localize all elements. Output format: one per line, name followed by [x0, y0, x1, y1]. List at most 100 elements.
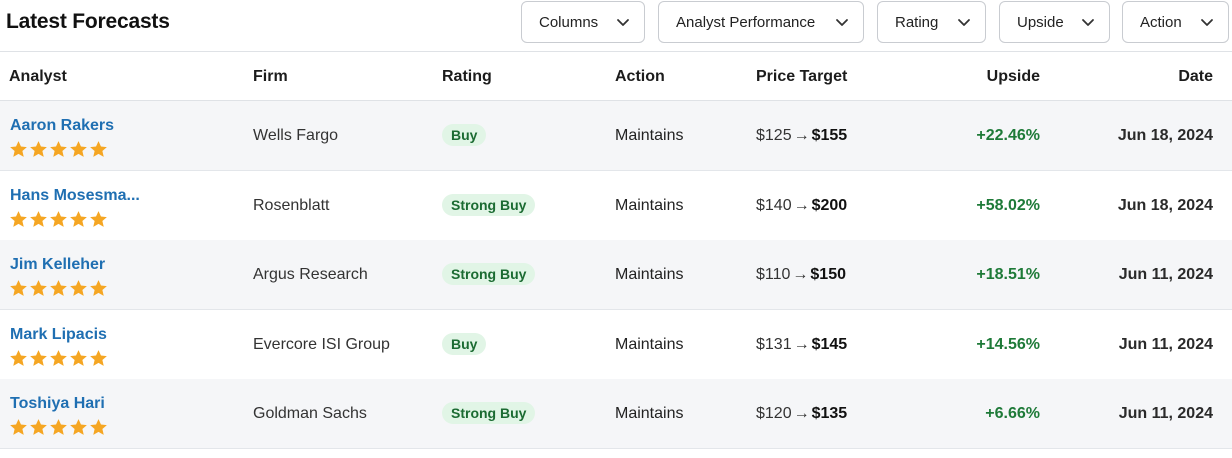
star-icon — [50, 349, 67, 366]
filter-label: Analyst Performance — [676, 13, 816, 31]
table-header-row: Analyst Firm Rating Action Price Target … — [0, 51, 1232, 101]
upside-value: +6.66% — [985, 405, 1040, 423]
forecast-date: Jun 11, 2024 — [1118, 405, 1213, 423]
price-target-arrow: → — [793, 196, 810, 214]
action-text: Maintains — [615, 405, 684, 423]
table-row[interactable]: Aaron Rakers Wells Fargo Buy Maintains $125 →… — [0, 101, 1232, 171]
chevron-down-icon — [617, 19, 629, 26]
upside-value: +14.56% — [976, 335, 1040, 353]
column-header-action[interactable]: Action — [615, 68, 665, 85]
forecast-date: Jun 11, 2024 — [1118, 335, 1213, 353]
filter-label: Columns — [539, 13, 599, 31]
price-target-new: $145 — [811, 335, 848, 353]
price-target-old: $125 — [756, 127, 792, 144]
analyst-performance-filter-button[interactable]: Analyst Performance — [658, 1, 864, 43]
forecast-date: Jun 18, 2024 — [1117, 127, 1213, 144]
analyst-star-rating — [9, 279, 108, 298]
column-header-rating[interactable]: Rating — [442, 68, 492, 85]
price-target-arrow: → — [793, 335, 810, 353]
star-icon — [10, 141, 27, 157]
star-icon — [30, 141, 47, 157]
price-target-new: $200 — [811, 196, 848, 214]
rating-badge: Buy — [442, 332, 487, 355]
price-target-old: $140 — [756, 196, 792, 214]
analyst-name-link[interactable]: Jim Kelleher — [10, 256, 106, 274]
table-row[interactable]: Mark Lipacis Evercore ISI Group Buy Maintai… — [0, 309, 1232, 380]
table-row[interactable]: Jim Kelleher Argus Research Strong Buy Main… — [0, 240, 1232, 311]
action-text: Maintains — [615, 266, 684, 284]
star-icon — [50, 419, 67, 436]
analyst-name-link[interactable]: Aaron Rakers — [10, 117, 115, 134]
action-text: Maintains — [615, 335, 684, 353]
star-icon — [90, 419, 107, 436]
forecast-date: Jun 11, 2024 — [1118, 266, 1213, 284]
columns-filter-button[interactable]: Columns — [521, 1, 645, 43]
analyst-star-rating — [9, 140, 108, 159]
star-icon — [90, 349, 107, 366]
star-icon — [70, 349, 87, 366]
rating-badge: Strong Buy — [442, 263, 536, 286]
firm-name: Wells Fargo — [253, 127, 339, 144]
firm-name: Evercore ISI Group — [253, 335, 390, 353]
star-icon — [30, 210, 47, 227]
rating-badge: Strong Buy — [442, 193, 536, 216]
star-icon — [30, 280, 47, 297]
price-target-old: $131 — [756, 335, 792, 353]
analyst-name-link[interactable]: Hans Mosesma... — [10, 186, 140, 204]
column-header-price-target[interactable]: Price Target — [756, 68, 848, 85]
rating-badge: Strong Buy — [442, 402, 536, 425]
price-target-arrow: → — [792, 266, 809, 284]
upside-value: +18.51% — [976, 266, 1040, 284]
star-icon — [10, 280, 27, 297]
column-header-firm[interactable]: Firm — [253, 68, 288, 85]
star-icon — [10, 210, 27, 227]
star-icon — [70, 280, 87, 297]
firm-name: Argus Research — [253, 266, 368, 284]
price-target-old: $120 — [756, 405, 792, 423]
column-header-date[interactable]: Date — [1178, 68, 1213, 85]
firm-name: Rosenblatt — [253, 196, 330, 214]
star-icon — [10, 349, 27, 366]
filter-label: Action — [1140, 13, 1182, 31]
filter-label: Rating — [895, 13, 939, 31]
upside-filter-button[interactable]: Upside — [999, 1, 1110, 43]
filter-label: Upside — [1017, 13, 1064, 31]
analyst-name-link[interactable]: Toshiya Hari — [10, 395, 105, 413]
star-icon — [70, 141, 87, 157]
upside-value: +58.02% — [976, 196, 1040, 214]
star-icon — [90, 210, 107, 227]
star-icon — [70, 419, 87, 436]
price-target-new: $155 — [811, 127, 848, 144]
analyst-name-link[interactable]: Mark Lipacis — [10, 325, 107, 343]
price-target: $110 → $150 — [756, 266, 846, 284]
star-icon — [30, 419, 47, 436]
price-target-new: $135 — [811, 405, 848, 423]
rating-filter-button[interactable]: Rating — [877, 1, 986, 43]
chevron-down-icon — [1082, 19, 1094, 26]
price-target: $140 → $200 — [756, 197, 847, 215]
upside-value: +22.46% — [976, 127, 1040, 144]
star-icon — [50, 280, 67, 297]
price-target-arrow: → — [793, 405, 810, 423]
page-title: Latest Forecasts — [6, 10, 170, 33]
forecasts-header: Latest Forecasts Columns Analyst Perform… — [0, 0, 1232, 52]
price-target-old: $110 — [756, 266, 791, 284]
star-icon — [30, 349, 47, 366]
rating-badge: Buy — [442, 124, 487, 146]
column-header-analyst[interactable]: Analyst — [9, 68, 67, 85]
price-target: $120 → $135 — [756, 405, 847, 423]
table-row[interactable]: Hans Mosesma... Rosenblatt Strong Buy Maint… — [0, 170, 1232, 241]
chevron-down-icon — [958, 19, 970, 26]
star-icon — [90, 280, 107, 297]
price-target-arrow: → — [793, 127, 810, 144]
analyst-star-rating — [9, 210, 108, 229]
price-target-new: $150 — [810, 266, 846, 284]
chevron-down-icon — [1201, 19, 1213, 26]
column-header-upside[interactable]: Upside — [986, 68, 1040, 85]
table-row[interactable]: Toshiya Hari Goldman Sachs Strong Buy Maint… — [0, 379, 1232, 450]
star-icon — [90, 141, 107, 157]
star-icon — [50, 141, 67, 157]
star-icon — [50, 210, 67, 227]
action-filter-button[interactable]: Action — [1122, 1, 1229, 43]
forecast-date: Jun 18, 2024 — [1117, 196, 1213, 214]
